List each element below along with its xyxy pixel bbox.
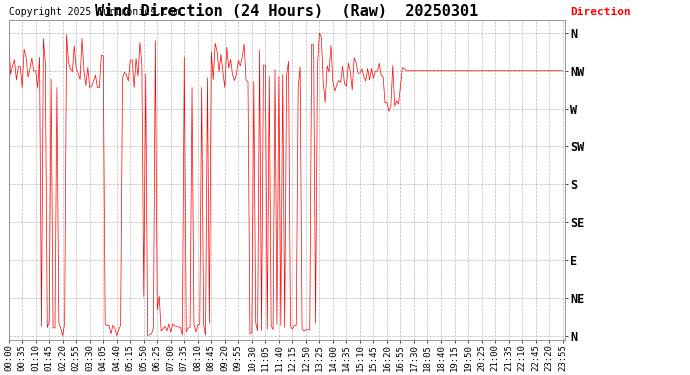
Title: Wind Direction (24 Hours)  (Raw)  20250301: Wind Direction (24 Hours) (Raw) 20250301 <box>95 4 478 19</box>
Text: Copyright 2025 Curtronics.com: Copyright 2025 Curtronics.com <box>9 7 179 17</box>
Text: Direction: Direction <box>570 7 631 17</box>
